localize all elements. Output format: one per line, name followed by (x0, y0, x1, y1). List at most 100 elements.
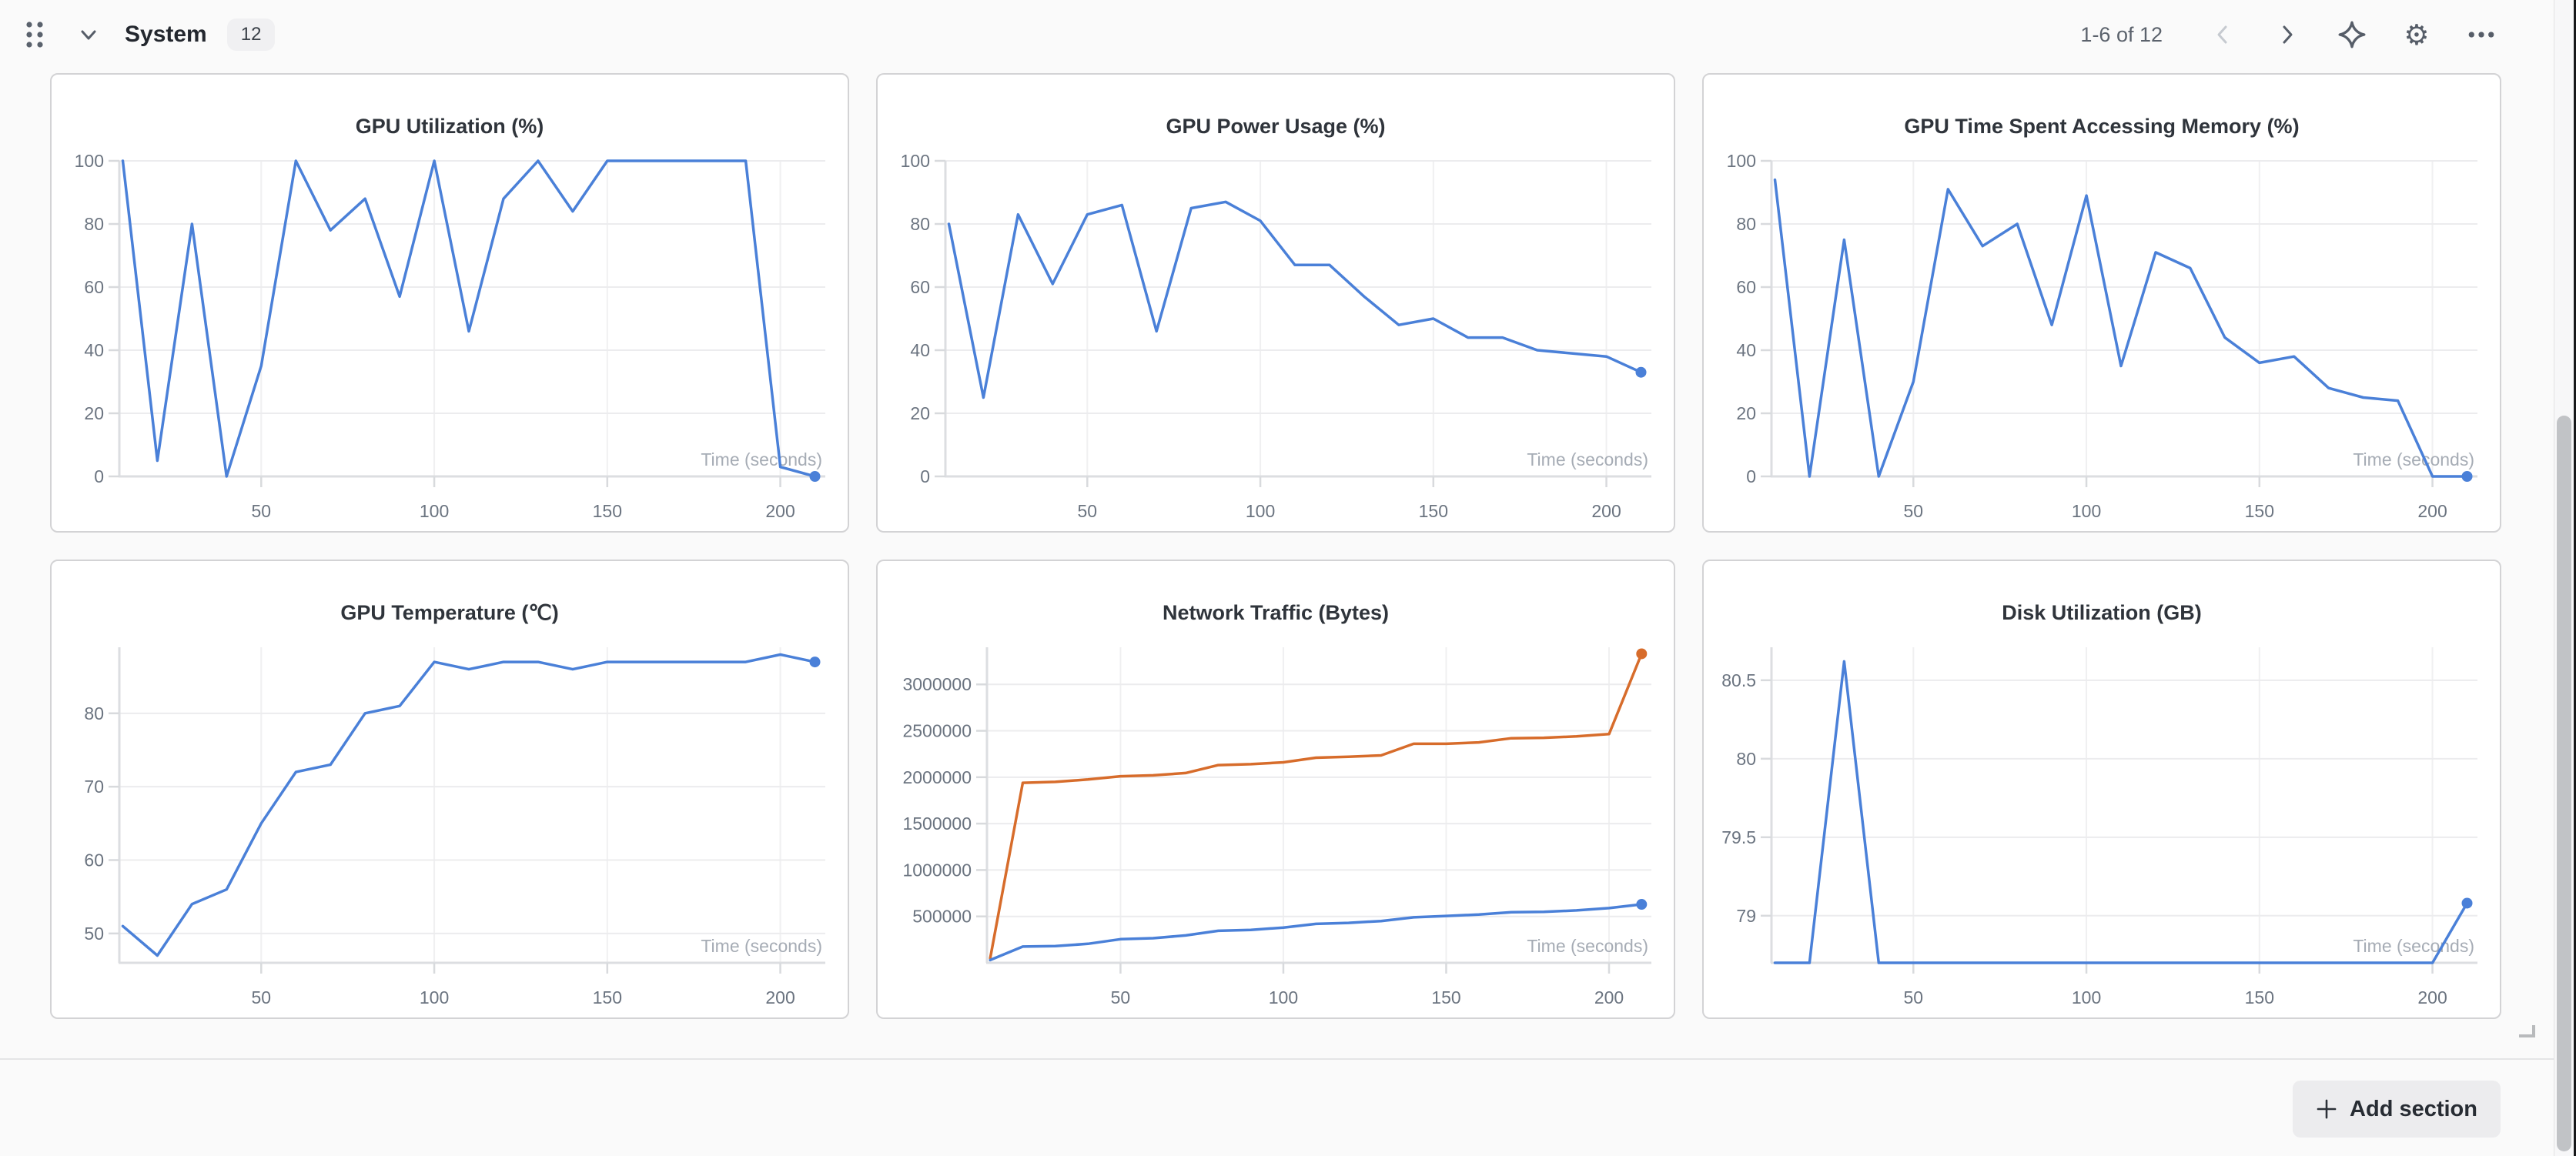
series-line-blue (947, 200, 1643, 399)
y-tick-label: 100 (75, 151, 104, 171)
panel-title: GPU Temperature (℃) (340, 601, 559, 624)
y-tick-label: 20 (1736, 403, 1756, 423)
y-tick-label: 0 (94, 466, 104, 486)
gear-icon: ⚙ (2404, 18, 2430, 52)
chart-canvas[interactable]: 0 20 40 60 80 100 50 100 150 200 Time (seconds) (878, 75, 1677, 534)
panel-network-traffic[interactable]: 500000 1000000 1500000 2000000 2500000 300000… (876, 560, 1675, 1019)
x-tick-label: 200 (2417, 987, 2447, 1007)
plus-icon (2317, 1099, 2337, 1119)
quick-add-button[interactable] (2337, 19, 2367, 50)
series-line-blue (121, 159, 817, 478)
x-tick-label: 50 (1078, 501, 1098, 521)
x-axis-label: Time (seconds) (1527, 449, 1648, 469)
panel-gpu-utilization[interactable]: 0 20 40 60 80 100 50 100 150 200 Time (seconds) GP… (50, 73, 849, 533)
y-tick-label: 0 (920, 466, 930, 486)
y-tick-label: 1000000 (902, 860, 972, 880)
series-endpoint-dot-blue (2461, 897, 2473, 909)
panel-disk-utilization[interactable]: 79 79.5 80 80.5 50 100 150 200 Time (seconds) Di… (1702, 560, 2501, 1019)
y-tick-label: 2500000 (902, 721, 972, 741)
chart-canvas[interactable]: 0 20 40 60 80 100 50 100 150 200 Time (seconds) (1704, 75, 2503, 534)
chart-canvas[interactable]: 79 79.5 80 80.5 50 100 150 200 Time (seconds) (1704, 561, 2503, 1021)
chevron-left-icon (2217, 25, 2227, 44)
add-section-button[interactable]: Add section (2293, 1081, 2501, 1138)
next-page-button[interactable] (2272, 19, 2303, 50)
y-tick-label: 40 (910, 340, 930, 360)
y-tick-label: 20 (910, 403, 930, 423)
pagination-label: 1-6 of 12 (2080, 22, 2163, 46)
x-axis-label: Time (seconds) (1527, 936, 1648, 956)
series-endpoint-dot-blue (809, 471, 821, 482)
x-axis-label: Time (seconds) (701, 936, 822, 956)
y-tick-label: 1500000 (902, 814, 972, 834)
x-tick-label: 100 (2072, 987, 2101, 1007)
vertical-scrollbar[interactable] (2554, 0, 2574, 1156)
window-edge (2574, 0, 2576, 1156)
y-tick-label: 50 (84, 924, 104, 944)
panel-title: Network Traffic (Bytes) (1162, 601, 1390, 624)
series-endpoint-dot-blue (809, 657, 821, 668)
ellipsis-icon (2468, 32, 2494, 38)
x-tick-label: 200 (765, 987, 795, 1007)
panel-gpu-memory-time[interactable]: 0 20 40 60 80 100 50 100 150 200 Time (seconds) GP… (1702, 73, 2501, 533)
y-tick-label: 500000 (912, 907, 972, 927)
x-tick-label: 150 (1419, 501, 1448, 521)
section-resize-handle[interactable] (2519, 1025, 2535, 1037)
y-tick-label: 79 (1736, 906, 1756, 926)
y-tick-label: 100 (901, 151, 930, 171)
y-tick-label: 60 (1736, 277, 1756, 297)
series-endpoint-dot-blue (1635, 366, 1647, 378)
x-tick-label: 200 (765, 501, 795, 521)
x-tick-label: 150 (593, 501, 622, 521)
x-tick-label: 150 (2245, 501, 2274, 521)
chart-canvas[interactable]: 50 60 70 80 50 100 150 200 Time (seconds) (52, 561, 851, 1021)
chevron-right-icon (2283, 25, 2293, 44)
overflow-menu-button[interactable] (2466, 19, 2497, 50)
spark-icon (2338, 21, 2366, 48)
x-tick-label: 150 (2245, 987, 2274, 1007)
y-tick-label: 3000000 (902, 674, 972, 694)
scrollbar-thumb[interactable] (2557, 416, 2571, 1151)
x-tick-label: 100 (420, 987, 449, 1007)
section-divider (0, 1058, 2554, 1060)
series-line-blue (989, 903, 1644, 962)
y-tick-label: 70 (84, 777, 104, 797)
panel-gpu-power-usage[interactable]: 0 20 40 60 80 100 50 100 150 200 Time (seconds) GP… (876, 73, 1675, 533)
series-endpoint-dot-blue (1636, 899, 1648, 910)
panel-title: Disk Utilization (GB) (2002, 601, 2202, 624)
y-tick-label: 2000000 (902, 767, 972, 787)
series-endpoint-dot-orange (1636, 648, 1648, 660)
collapse-chevron-down-icon[interactable] (74, 20, 103, 49)
x-tick-label: 200 (1591, 501, 1621, 521)
y-tick-label: 0 (1746, 466, 1756, 486)
settings-button[interactable]: ⚙ (2401, 19, 2432, 50)
y-tick-label: 40 (1736, 340, 1756, 360)
y-tick-label: 80 (910, 214, 930, 234)
previous-page-button[interactable] (2207, 19, 2238, 50)
x-tick-label: 50 (1904, 501, 1924, 521)
x-axis-label: Time (seconds) (2353, 449, 2474, 469)
x-tick-label: 50 (1904, 987, 1924, 1007)
panel-title: GPU Time Spent Accessing Memory (%) (1904, 115, 2300, 138)
series-line-orange (989, 652, 1644, 960)
panel-gpu-temperature[interactable]: 50 60 70 80 50 100 150 200 Time (seconds) GPU Te… (50, 560, 849, 1019)
x-tick-label: 200 (2417, 501, 2447, 521)
series-line-blue (121, 653, 817, 957)
series-line-blue (1773, 178, 2469, 478)
series-line-blue (1773, 660, 2469, 964)
series-endpoint-dot-blue (2461, 471, 2473, 482)
y-tick-label: 80 (1736, 214, 1756, 234)
x-tick-label: 100 (1269, 987, 1298, 1007)
drag-handle-icon[interactable] (23, 18, 46, 51)
y-tick-label: 80 (1736, 749, 1756, 769)
panel-count-badge: 12 (226, 18, 276, 51)
y-tick-label: 80 (84, 214, 104, 234)
y-tick-label: 80.5 (1721, 670, 1756, 690)
y-tick-label: 20 (84, 403, 104, 423)
x-tick-label: 150 (593, 987, 622, 1007)
chart-canvas[interactable]: 0 20 40 60 80 100 50 100 150 200 Time (seconds) (52, 75, 851, 534)
x-tick-label: 100 (2072, 501, 2101, 521)
section-header: System 12 1-6 of 12 ⚙ (0, 0, 2554, 69)
x-tick-label: 150 (1431, 987, 1460, 1007)
chart-canvas[interactable]: 500000 1000000 1500000 2000000 2500000 300000… (878, 561, 1677, 1021)
panel-title: GPU Power Usage (%) (1166, 115, 1386, 138)
